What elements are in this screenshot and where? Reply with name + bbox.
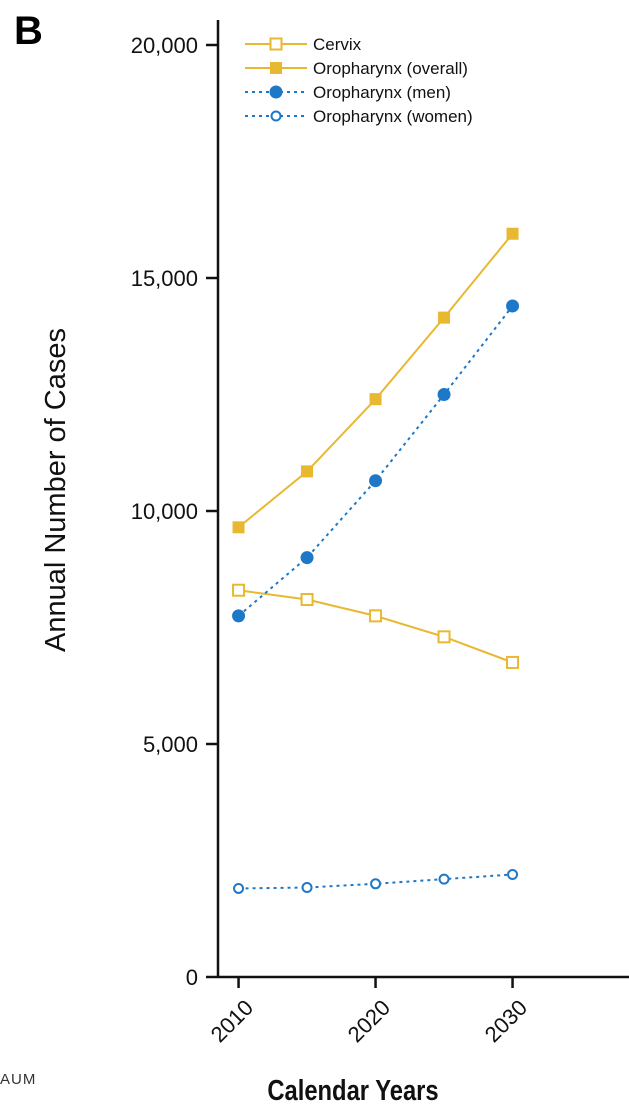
data-point	[506, 299, 520, 313]
y-tick-label: 15,000	[131, 266, 198, 291]
y-tick-label: 10,000	[131, 499, 198, 524]
data-point	[437, 388, 451, 401]
chart-axes: 0 5,000 10,000 15,000 20,000 2010 2020 2030	[131, 20, 629, 1047]
panel-label: B	[14, 9, 43, 53]
legend-label: Oropharynx (overall)	[313, 59, 468, 78]
series-oropharynx-overall	[232, 227, 519, 534]
x-tick-label: 2030	[480, 995, 532, 1047]
legend-entry: Oropharynx (women)	[245, 107, 473, 126]
y-tick-label: 0	[186, 965, 198, 990]
data-point	[506, 655, 520, 669]
legend-label: Oropharynx (women)	[313, 107, 473, 126]
x-tick-label: 2020	[343, 995, 395, 1047]
data-point	[232, 583, 246, 597]
data-point	[507, 868, 519, 880]
data-point	[300, 593, 314, 607]
chart-series	[232, 227, 520, 894]
data-point	[369, 609, 383, 623]
y-tick-label: 5,000	[143, 732, 198, 757]
series-line	[238, 589, 513, 664]
legend-entry: Cervix	[245, 35, 362, 54]
edge-text-fragment: AUM	[0, 1071, 36, 1088]
series-oropharynx-men	[232, 299, 520, 623]
legend-label: Cervix	[313, 35, 362, 54]
data-point	[438, 873, 450, 885]
data-point	[369, 393, 382, 406]
legend-swatch-marker	[270, 110, 282, 122]
data-point	[438, 311, 451, 324]
data-point	[506, 227, 519, 240]
legend-entry: Oropharynx (men)	[245, 83, 451, 102]
x-tick-label: 2010	[206, 995, 258, 1047]
legend-entry: Oropharynx (overall)	[245, 59, 468, 78]
y-axis-title: Annual Number of Cases	[40, 328, 72, 652]
legend-swatch-marker	[269, 85, 283, 99]
data-point	[370, 878, 382, 890]
series-cervix	[232, 583, 520, 669]
data-point	[437, 630, 451, 644]
data-point	[233, 882, 245, 894]
chart-legend: Cervix Oropharynx (overall) Oropharynx (me…	[245, 35, 473, 126]
x-axis-title: Calendar Years	[267, 1074, 438, 1107]
data-point	[232, 609, 246, 623]
data-point	[301, 465, 314, 478]
data-point	[232, 521, 245, 534]
legend-swatch-marker	[269, 37, 283, 51]
data-point	[369, 474, 383, 488]
data-point	[301, 882, 313, 894]
y-tick-label: 20,000	[131, 33, 198, 58]
series-line	[237, 305, 514, 617]
series-oropharynx-women	[233, 868, 519, 894]
data-point	[300, 551, 314, 565]
legend-swatch-marker	[270, 62, 282, 74]
legend-label: Oropharynx (men)	[313, 83, 451, 102]
